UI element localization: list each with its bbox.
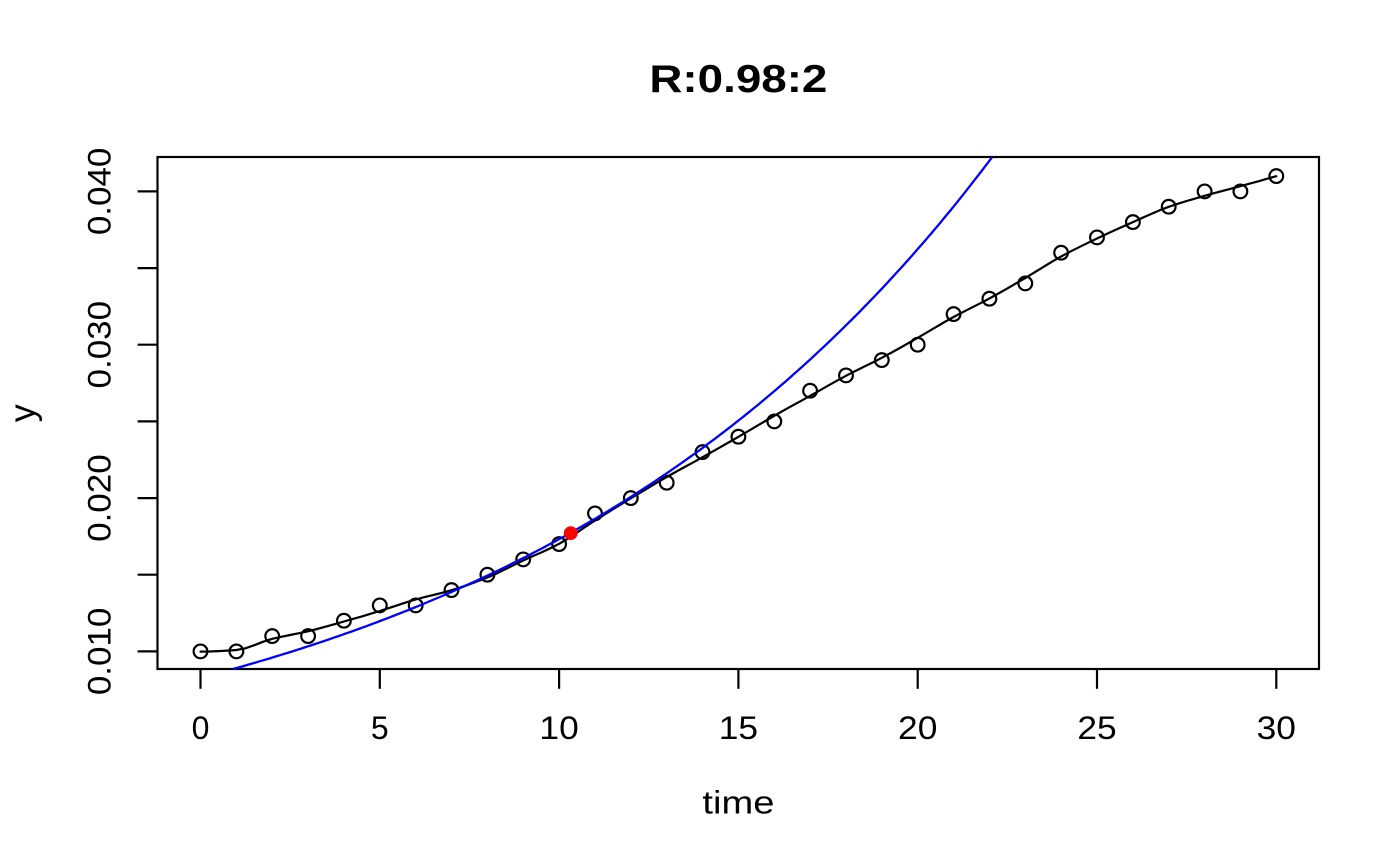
svg-text:30: 30: [1257, 710, 1296, 746]
svg-text:0: 0: [192, 710, 210, 746]
svg-text:0.030: 0.030: [82, 301, 118, 389]
svg-text:0.040: 0.040: [82, 148, 118, 236]
svg-text:5: 5: [371, 710, 389, 746]
svg-text:15: 15: [719, 710, 758, 746]
svg-text:time: time: [702, 785, 774, 821]
svg-text:20: 20: [898, 710, 937, 746]
svg-text:y: y: [2, 404, 43, 422]
svg-text:10: 10: [539, 710, 578, 746]
svg-text:25: 25: [1077, 710, 1116, 746]
svg-text:R:0.98:2: R:0.98:2: [649, 58, 827, 101]
svg-text:0.020: 0.020: [82, 454, 118, 541]
svg-text:0.010: 0.010: [82, 608, 118, 696]
